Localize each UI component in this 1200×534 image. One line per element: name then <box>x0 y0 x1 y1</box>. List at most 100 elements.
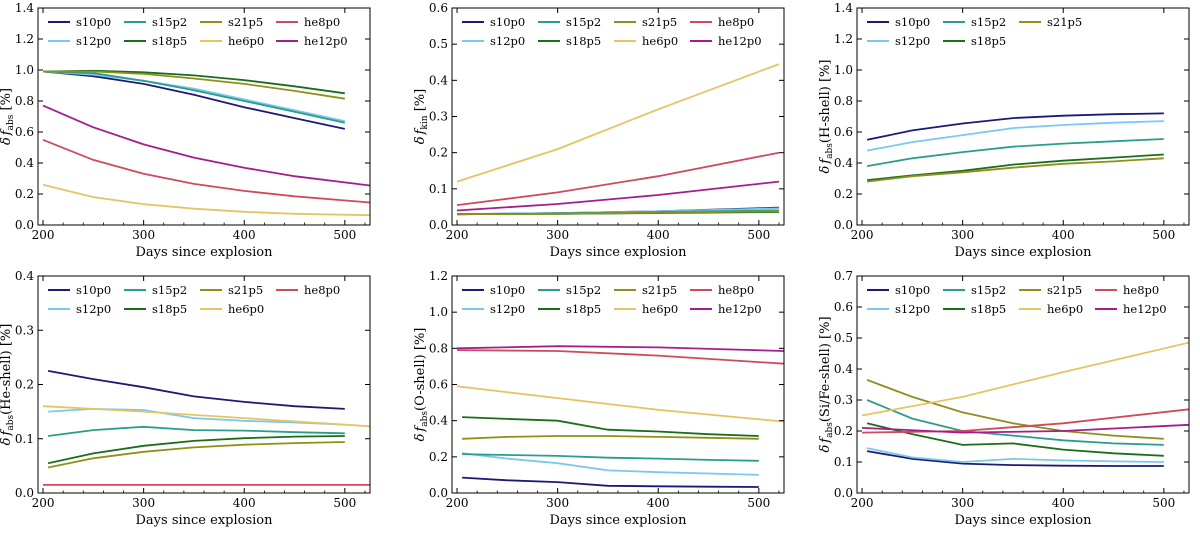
legend-item-he8p0: he8p0 <box>1095 283 1159 297</box>
legend-label: he6p0 <box>228 34 264 48</box>
legend-item-s12p0: s12p0 <box>867 34 930 48</box>
y-tick-label: 0.3 <box>15 323 34 337</box>
legend-item-he12p0: he12p0 <box>690 302 762 316</box>
y-tick-label: 0.8 <box>15 94 34 108</box>
legend-label: s21p5 <box>228 15 263 29</box>
series-line-he8p0 <box>456 349 784 365</box>
x-tick-label: 200 <box>446 496 469 510</box>
x-tick-label: 500 <box>1152 496 1175 510</box>
legend-label: s10p0 <box>490 283 525 297</box>
y-tick-label: 0.6 <box>15 125 34 139</box>
legend-item-he8p0: he8p0 <box>276 15 340 29</box>
legend-item-he6p0: he6p0 <box>1019 302 1083 316</box>
series-line-s10p0 <box>866 450 1164 467</box>
x-tick-label: 500 <box>1152 228 1175 242</box>
y-tick-label: 0.1 <box>429 182 448 196</box>
legend-item-he12p0: he12p0 <box>690 34 762 48</box>
legend-label: s12p0 <box>895 302 930 316</box>
legend-label: he8p0 <box>718 15 754 29</box>
legend-label: s18p5 <box>152 302 187 316</box>
legend-item-he8p0: he8p0 <box>276 283 340 297</box>
y-tick-label: 1.2 <box>834 32 853 46</box>
series-line-he6p0 <box>456 63 780 183</box>
x-tick-label: 300 <box>546 228 569 242</box>
y-tick-label: 0.6 <box>429 378 448 392</box>
series-line-s10p0 <box>462 476 759 488</box>
legend-item-he12p0: he12p0 <box>276 34 348 48</box>
y-tick-label: 0.6 <box>834 125 853 139</box>
legend-label: s10p0 <box>76 15 111 29</box>
legend-label: s21p5 <box>1047 283 1082 297</box>
legend-item-s10p0: s10p0 <box>462 283 525 297</box>
x-tick-label: 500 <box>333 228 356 242</box>
legend-item-s12p0: s12p0 <box>48 34 111 48</box>
series-line-he6p0 <box>861 341 1189 417</box>
legend-label: s12p0 <box>895 34 930 48</box>
y-tick-label: 0.1 <box>15 432 34 446</box>
legend-item-s21p5: s21p5 <box>200 283 263 297</box>
series-line-s15p2 <box>866 138 1164 167</box>
series-line-he8p0 <box>42 138 370 204</box>
x-tick-label: 300 <box>132 496 155 510</box>
x-tick-label: 200 <box>851 496 874 510</box>
series-line-he12p0 <box>861 423 1189 434</box>
y-axis-label: δfabs [%] <box>0 88 16 145</box>
legend-item-s10p0: s10p0 <box>867 15 930 29</box>
legend-item-s15p2: s15p2 <box>943 15 1006 29</box>
panel-2: 200 300 400 500 0.0 0.1 0.2 0.3 0.4 0.5 0.6 Days si… <box>413 1 785 260</box>
legend-item-s15p2: s15p2 <box>943 283 1006 297</box>
legend-label: s21p5 <box>642 15 677 29</box>
legend-item-s15p2: s15p2 <box>538 283 601 297</box>
panel-3: 200 300 400 500 0.0 0.2 0.4 0.6 0.8 1.0 1.2 1.4 Days… <box>818 1 1190 260</box>
series-line-s18p5 <box>462 416 759 437</box>
legend-label: he6p0 <box>642 302 678 316</box>
legend-item-s15p2: s15p2 <box>124 15 187 29</box>
x-tick-label: 200 <box>851 228 874 242</box>
y-tick-label: 0.0 <box>834 486 853 500</box>
y-tick-label: 0.0 <box>834 218 853 232</box>
y-tick-label: 1.2 <box>429 269 448 283</box>
y-tick-label: 0.2 <box>15 187 34 201</box>
series-line-s12p0 <box>461 452 759 476</box>
series-line-s21p5 <box>866 379 1164 440</box>
series-line-s21p5 <box>456 210 780 216</box>
y-axis-label: δfabs(O-shell) [%] <box>413 328 430 442</box>
legend-label: he12p0 <box>718 302 762 316</box>
y-tick-label: 0.6 <box>429 1 448 15</box>
x-tick-label: 500 <box>333 496 356 510</box>
legend-item-s21p5: s21p5 <box>614 283 677 297</box>
panel-6: 200 300 400 500 0.0 0.1 0.2 0.3 0.4 0.5 0.6 0.7 Days… <box>818 269 1190 528</box>
legend-item-s10p0: s10p0 <box>462 15 525 29</box>
legend-label: he6p0 <box>1047 302 1083 316</box>
y-tick-label: 0.8 <box>429 341 448 355</box>
y-tick-label: 1.4 <box>834 1 853 15</box>
series-line-he12p0 <box>456 180 780 212</box>
x-axis-label: Days since explosion <box>550 245 688 260</box>
x-tick-label: 200 <box>446 228 469 242</box>
y-tick-label: 0.8 <box>834 94 853 108</box>
x-tick-label: 200 <box>32 496 55 510</box>
legend-label: s15p2 <box>566 283 601 297</box>
y-tick-label: 0.4 <box>429 414 448 428</box>
legend-item-s18p5: s18p5 <box>124 34 187 48</box>
y-axis-label: δfabs(He-shell) [%] <box>0 324 16 446</box>
legend-item-he6p0: he6p0 <box>200 34 264 48</box>
legend-label: he8p0 <box>1123 283 1159 297</box>
x-tick-label: 400 <box>233 496 256 510</box>
legend-item-s18p5: s18p5 <box>538 34 601 48</box>
x-tick-label: 400 <box>647 496 670 510</box>
legend-label: s21p5 <box>228 283 263 297</box>
y-tick-label: 0.1 <box>834 455 853 469</box>
legend-item-s12p0: s12p0 <box>867 302 930 316</box>
legend-label: s10p0 <box>895 283 930 297</box>
legend-label: s18p5 <box>152 34 187 48</box>
series-line-s15p2 <box>462 453 759 462</box>
y-tick-label: 0.6 <box>834 300 853 314</box>
legend-label: s15p2 <box>971 283 1006 297</box>
legend-label: s12p0 <box>76 34 111 48</box>
legend-label: he8p0 <box>718 283 754 297</box>
x-tick-label: 400 <box>1052 228 1075 242</box>
y-tick-label: 0.4 <box>834 362 853 376</box>
y-tick-label: 0.0 <box>15 486 34 500</box>
